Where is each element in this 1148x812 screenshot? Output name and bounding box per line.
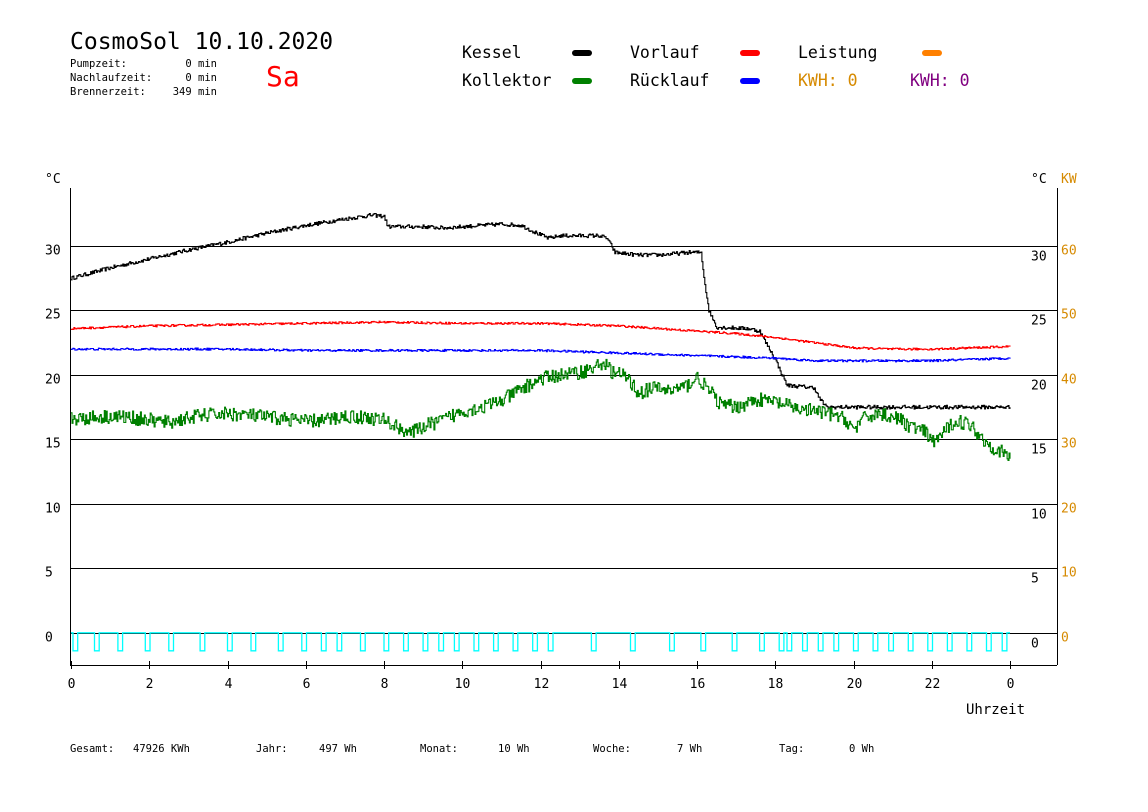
stat-pumpzeit-value: 0 min <box>185 58 217 70</box>
series-kessel-line <box>71 212 1011 410</box>
x-tick-label: 12 <box>534 677 550 692</box>
stat-nachlaufzeit-label: Nachlaufzeit: <box>70 72 153 84</box>
x-tick-label: 6 <box>303 677 311 692</box>
stat-pumpzeit-label: Pumpzeit: <box>70 58 127 70</box>
y2-tick-label: 50 <box>1061 308 1077 323</box>
x-tick-label: 0 <box>1007 677 1015 692</box>
x-tick-label: 20 <box>847 677 863 692</box>
y-tick-label-left: 0 <box>45 631 53 646</box>
grid-lines <box>71 246 1057 634</box>
y-axis-unit-right: °C <box>1031 172 1047 187</box>
legend-ruecklauf-label: Rücklauf <box>630 71 710 90</box>
stat-nachlaufzeit-value: 0 min <box>185 72 217 84</box>
y-tick-label-right: 15 <box>1031 443 1047 458</box>
y-tick-label-left: 30 <box>45 244 61 259</box>
footer-woche-value: 7 Wh <box>677 743 703 755</box>
series-pumpe-pulses <box>71 632 1010 652</box>
footer-monat-value: 10 Wh <box>498 743 530 755</box>
x-tick-label: 10 <box>455 677 471 692</box>
x-tick-label: 4 <box>225 677 233 692</box>
footer-woche-label: Woche: <box>593 743 631 755</box>
y-tick-label-left: 5 <box>45 566 53 581</box>
x-tick-label: 16 <box>690 677 706 692</box>
axes <box>70 188 1058 669</box>
y2-tick-label: 30 <box>1061 437 1077 452</box>
footer-tag-label: Tag: <box>779 743 805 755</box>
x-tick-label: 8 <box>381 677 389 692</box>
y2-tick-label: 10 <box>1061 566 1077 581</box>
chart-title: CosmoSol 10.10.2020 <box>70 29 334 55</box>
footer-gesamt-label: Gesamt: <box>70 743 115 755</box>
legend-kwh-orange: KWH: 0 <box>798 71 858 90</box>
y-tick-label-right: 20 <box>1031 379 1047 394</box>
x-tick-label: 0 <box>68 677 76 692</box>
y2-tick-label: 60 <box>1061 244 1077 259</box>
legend-vorlauf-label: Vorlauf <box>630 43 700 62</box>
y-tick-label-right: 0 <box>1031 637 1039 652</box>
y-tick-label-left: 10 <box>45 502 61 517</box>
legend-leistung-swatch <box>922 50 942 56</box>
y-tick-label-left: 15 <box>45 437 61 452</box>
footer-gesamt-value: 47926 KWh <box>133 743 190 755</box>
x-tick-label: 22 <box>925 677 941 692</box>
legend-vorlauf-swatch <box>740 50 760 56</box>
y-tick-label-right: 25 <box>1031 314 1047 329</box>
series-vorlauf-line <box>71 320 1011 351</box>
y2-tick-label: 20 <box>1061 502 1077 517</box>
y2-axis-unit: KW <box>1061 172 1077 187</box>
series-kollektor-line <box>71 358 1011 462</box>
y-tick-label-left: 25 <box>45 308 61 323</box>
y-tick-label-left: 20 <box>45 373 61 388</box>
footer-tag-value: 0 Wh <box>849 743 875 755</box>
stat-brennerzeit-value: 349 min <box>172 86 217 98</box>
footer-jahr-value: 497 Wh <box>319 743 357 755</box>
footer-monat-label: Monat: <box>420 743 458 755</box>
y-tick-label-right: 10 <box>1031 508 1047 523</box>
footer-jahr-label: Jahr: <box>256 743 288 755</box>
y2-tick-label: 0 <box>1061 631 1069 646</box>
y-tick-label-right: 5 <box>1031 572 1039 587</box>
x-tick-label: 18 <box>768 677 784 692</box>
stat-brennerzeit-label: Brennerzeit: <box>70 86 146 98</box>
legend-kwh-purple: KWH: 0 <box>910 71 970 90</box>
legend-kollektor-label: Kollektor <box>462 71 552 90</box>
x-axis-label: Uhrzeit <box>966 702 1025 718</box>
series-rcklauf-line <box>71 347 1011 363</box>
legend-leistung-label: Leistung <box>798 43 878 62</box>
weekday-label: Sa <box>266 60 300 93</box>
y2-tick-label: 40 <box>1061 373 1077 388</box>
legend-kollektor-swatch <box>572 78 592 84</box>
y-axis-unit-left: °C <box>45 172 61 187</box>
x-tick-label: 14 <box>612 677 628 692</box>
series-lines <box>71 212 1011 652</box>
legend-ruecklauf-swatch <box>740 78 760 84</box>
y-tick-label-right: 30 <box>1031 250 1047 265</box>
x-tick-label: 2 <box>146 677 154 692</box>
legend-kessel-swatch <box>572 50 592 56</box>
legend-kessel-label: Kessel <box>462 43 522 62</box>
